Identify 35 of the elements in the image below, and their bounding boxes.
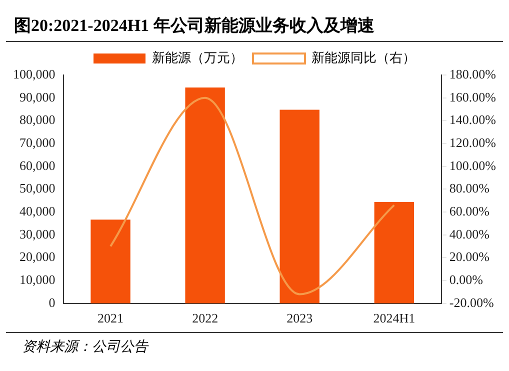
legend-label: 新能源同比（右） <box>312 50 416 65</box>
y-tick-label: 10,000 <box>20 272 56 287</box>
line-series <box>110 96 396 296</box>
y-tick-label: 0 <box>48 294 56 310</box>
y-tick-label: 90,000 <box>20 89 56 104</box>
y2-tick-label: 160.00% <box>449 89 496 104</box>
y-tick-label: 80,000 <box>20 112 56 128</box>
y2-tick-label: 80.00% <box>449 180 490 196</box>
y2-tick-label: 140.00% <box>449 112 496 128</box>
y-tick-label: 20,000 <box>20 249 56 264</box>
x-tick-label: 2024H1 <box>373 310 416 326</box>
x-tick-label: 2022 <box>192 310 218 326</box>
legend-label: 新能源（万元） <box>152 50 243 65</box>
y2-tick-label: 0.00% <box>449 272 484 287</box>
y-tick-label: 40,000 <box>20 203 56 218</box>
y-tick-label: 60,000 <box>20 158 56 173</box>
bar <box>90 220 130 304</box>
bar <box>374 202 414 304</box>
y-tick-label: 100,000 <box>13 66 56 82</box>
y-tick-label: 50,000 <box>20 180 56 196</box>
x-tick-label: 2021 <box>98 310 124 326</box>
bar <box>280 110 320 304</box>
y-tick-label: 30,000 <box>20 226 56 242</box>
chart-title: 图20:2021-2024H1 年公司新能源业务收入及增速 <box>6 0 503 42</box>
y2-tick-label: 180.00% <box>449 66 496 82</box>
y2-tick-label: 40.00% <box>449 226 490 242</box>
y2-tick-label: 60.00% <box>449 203 490 218</box>
x-tick-label: 2023 <box>286 310 313 326</box>
y2-tick-label: 20.00% <box>449 249 490 264</box>
y2-tick-label: -20.00% <box>449 294 494 310</box>
y-tick-label: 70,000 <box>20 134 56 150</box>
bar <box>185 88 225 304</box>
y2-tick-label: 100.00% <box>449 158 496 173</box>
y2-tick-label: 120.00% <box>449 134 496 150</box>
text: 资料来源：公司公告 <box>6 332 503 356</box>
